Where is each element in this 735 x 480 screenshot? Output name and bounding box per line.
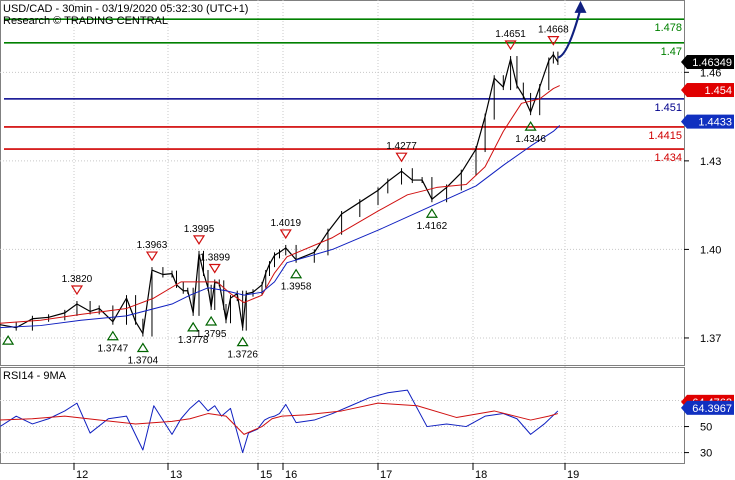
price-badge-label: 1.454 [704, 85, 732, 97]
swing-high-label: 1.4277 [386, 141, 417, 152]
swing-low-label: 1.4346 [515, 134, 546, 145]
swing-high-label: 1.3899 [199, 252, 230, 263]
swing-low-marker [187, 321, 200, 332]
rsi-badge-box [687, 400, 734, 415]
swing-high-label: 1.4668 [538, 25, 569, 36]
price-badge-pointer [681, 83, 687, 98]
x-tick-label: 17 [380, 469, 392, 480]
swing-high-marker [279, 229, 292, 240]
swing-low-label: 1.3958 [281, 282, 312, 293]
price-tick-label: 1.40 [700, 244, 721, 256]
x-tick-label: 15 [260, 469, 272, 480]
chart-source: Research © TRADING CENTRAL [3, 15, 168, 27]
swing-low-marker [425, 208, 438, 218]
level-label: 1.451 [654, 102, 682, 114]
9ma-line [0, 402, 559, 435]
x-tick-label: 18 [475, 469, 487, 480]
forecast-arrowhead [574, 0, 587, 13]
swing-high-marker [395, 152, 408, 163]
swing-low-marker [2, 335, 15, 345]
swing-low-marker [205, 315, 218, 326]
rsi-badge-pointer [681, 400, 687, 415]
price-panel-frame [0, 0, 685, 366]
x-tick-label: 13 [170, 469, 182, 480]
swing-low-label: 1.3778 [178, 335, 209, 346]
swing-high-marker [70, 285, 84, 296]
swing-low-marker [290, 268, 303, 279]
ma-slow-line [0, 125, 561, 329]
swing-low-label: 1.3795 [196, 329, 227, 340]
ma-fast-line [0, 85, 560, 324]
rsi-panel-frame [0, 367, 685, 464]
price-badge-label: 1.46349 [692, 57, 732, 69]
price-badge-box [687, 114, 734, 129]
price-tick-label: 1.37 [700, 333, 721, 345]
swing-high-marker [145, 251, 159, 262]
swing-low-label: 1.4162 [417, 221, 448, 232]
swing-high-marker [208, 263, 221, 274]
forecast-arrow [557, 8, 582, 59]
x-tick-label: 16 [285, 469, 297, 480]
price-badge-pointer [681, 55, 687, 70]
swing-low-marker [236, 336, 249, 347]
price-tick-label: 1.43 [700, 156, 721, 168]
rsi14-line [0, 389, 559, 454]
price-series [0, 0, 587, 337]
chart-title: USD/CAD - 30min - 03/19/2020 05:32:30 (U… [3, 3, 248, 15]
level-label: 1.478 [654, 22, 682, 34]
price-badge-box [687, 83, 734, 98]
rsi-tick-label: 50 [700, 422, 712, 434]
swing-high-label: 1.4019 [270, 218, 301, 229]
level-label: 1.47 [661, 46, 682, 58]
swing-high-marker [192, 235, 206, 245]
support-resistance-levels: 1.478 1.47 1.451 1.4415 1.434 [4, 18, 684, 164]
rsi-title: RSI14 - 9MA [3, 370, 67, 382]
swing-low-label: 1.3747 [98, 344, 129, 355]
swing-high-label: 1.3963 [137, 240, 168, 251]
swing-markers: 1.3820 1.3963 1.3995 1.3899 1.4019 1.4277 1.46… [2, 25, 569, 367]
x-tick-label: 12 [76, 469, 88, 480]
rsi-series [0, 389, 559, 454]
grid-lines [0, 0, 684, 463]
price-badge-label: 1.4433 [698, 117, 732, 129]
price-tick-label: 1.46 [700, 67, 721, 79]
swing-high-label: 1.4651 [495, 29, 526, 40]
swing-high-marker [547, 36, 560, 46]
rsi-tick-label: 30 [700, 448, 712, 460]
level-label: 1.4415 [648, 130, 682, 142]
swing-low-label: 1.3704 [128, 356, 159, 367]
swing-low-marker [136, 342, 149, 353]
swing-high-label: 1.3995 [184, 224, 215, 235]
price-badge-pointer [681, 114, 687, 129]
price-badge-box [687, 55, 734, 70]
swing-low-label: 1.3726 [227, 350, 258, 361]
x-tick-label: 19 [567, 469, 579, 480]
swing-high-label: 1.3820 [62, 274, 93, 285]
rsi-badge-label: 64.3967 [692, 403, 732, 415]
swing-low-marker [524, 121, 537, 131]
swing-high-marker [504, 40, 517, 51]
level-label: 1.434 [654, 152, 682, 164]
swing-low-marker [106, 330, 119, 341]
